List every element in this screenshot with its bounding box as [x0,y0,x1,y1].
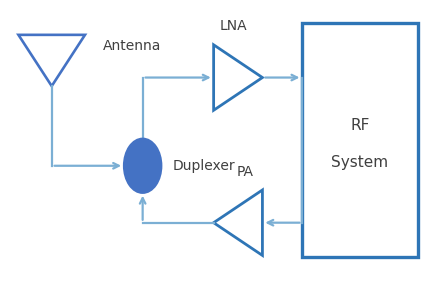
Text: PA: PA [237,164,254,178]
Text: Duplexer: Duplexer [172,159,235,173]
Text: System: System [332,155,388,170]
Text: Antenna: Antenna [103,39,161,53]
Ellipse shape [124,139,161,193]
Bar [302,23,418,257]
Text: LNA: LNA [219,19,247,33]
Text: RF: RF [350,118,370,134]
